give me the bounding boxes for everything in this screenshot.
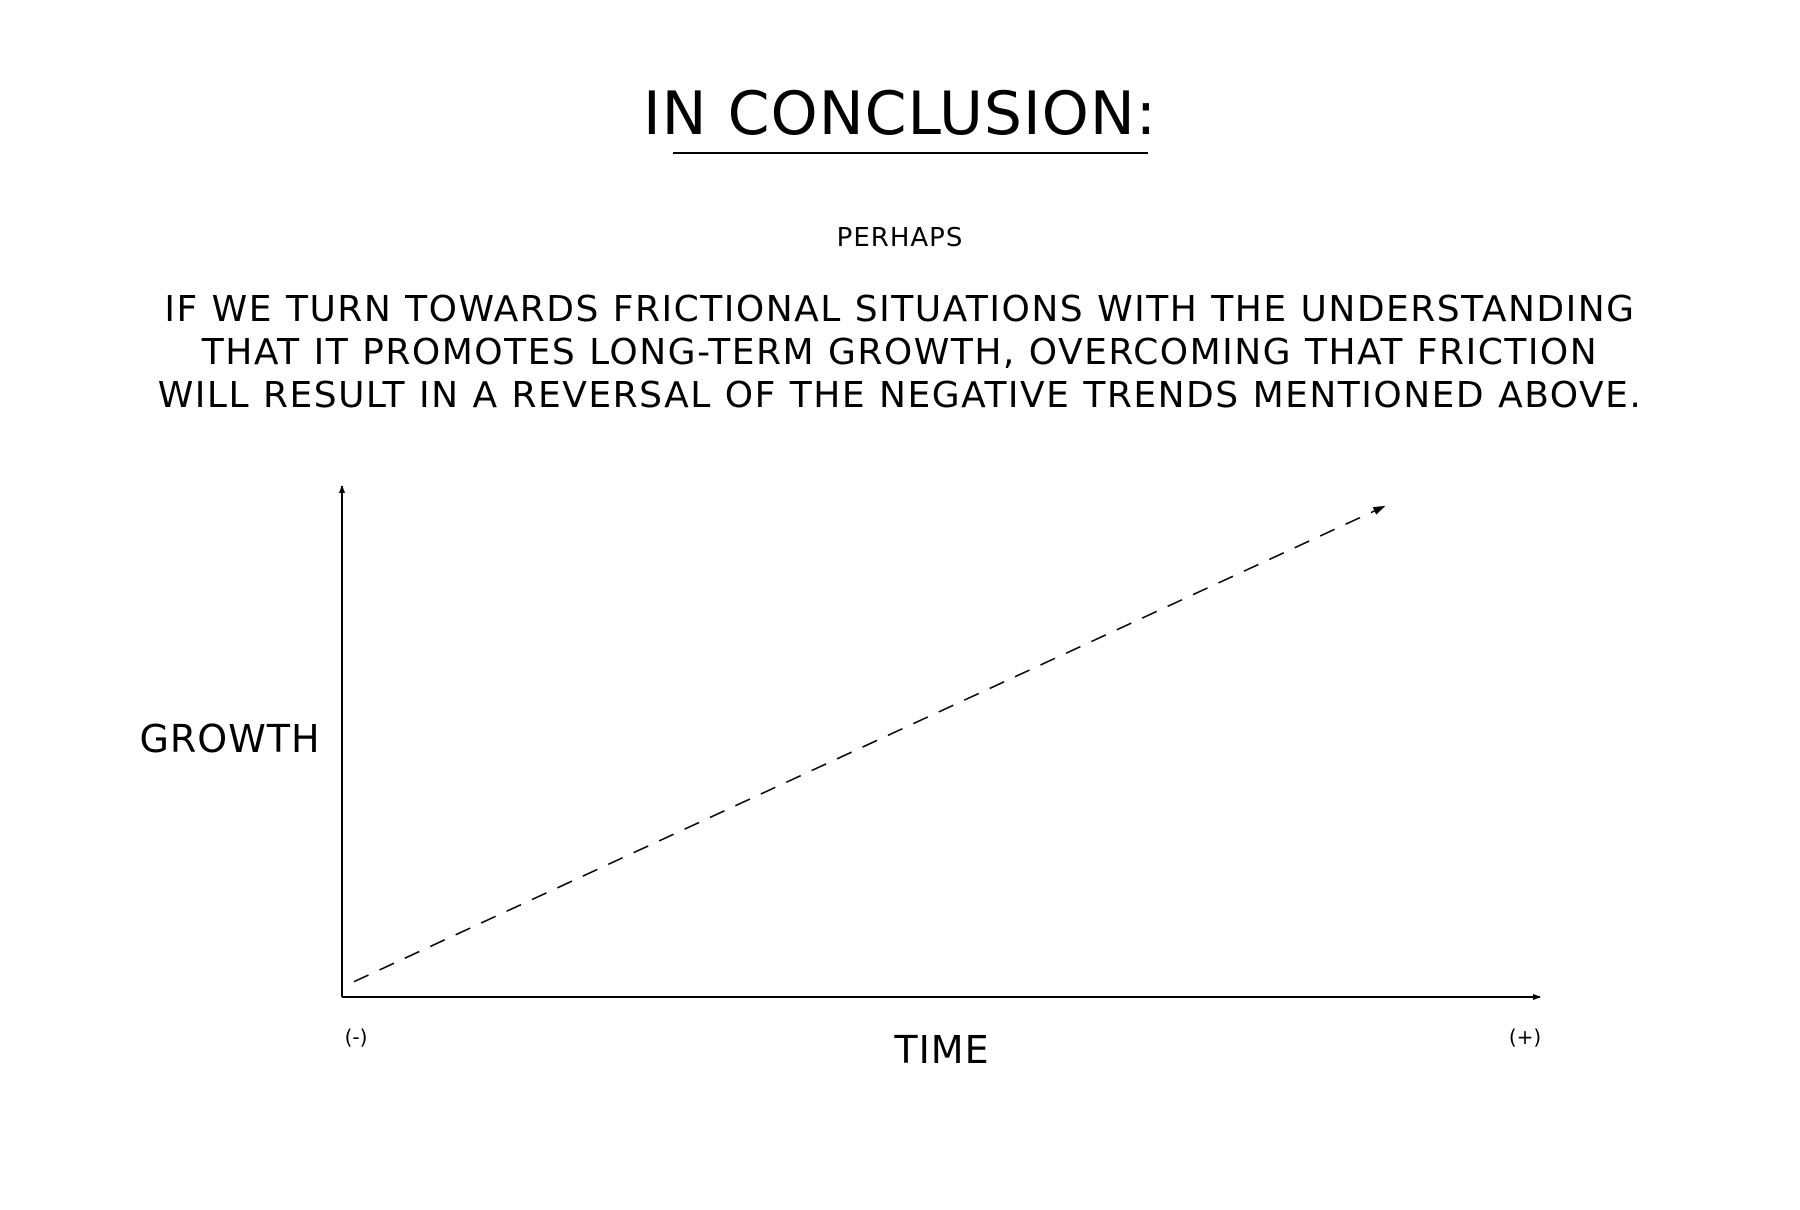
y-axis-label: GROWTH xyxy=(139,717,320,761)
subtitle: PERHAPS xyxy=(836,223,964,253)
page-title: IN CONCLUSION: xyxy=(642,79,1157,149)
statement-line-2: THAT IT PROMOTES LONG-TERM GROWTH, OVERC… xyxy=(201,332,1599,373)
x-tick-label-max: (+) xyxy=(1509,1025,1541,1049)
conclusion-statement: IF WE TURN TOWARDS FRICTIONAL SITUATIONS… xyxy=(60,288,1740,417)
x-tick-label-min: (-) xyxy=(345,1025,368,1049)
title-underline xyxy=(673,152,1148,154)
statement-line-1: IF WE TURN TOWARDS FRICTIONAL SITUATIONS… xyxy=(164,289,1636,330)
trend-line-1 xyxy=(353,505,1386,983)
x-axis-label: TIME xyxy=(893,1028,989,1072)
statement-line-3: WILL RESULT IN A REVERSAL OF THE NEGATIV… xyxy=(157,375,1643,416)
series-layer xyxy=(353,505,1386,983)
